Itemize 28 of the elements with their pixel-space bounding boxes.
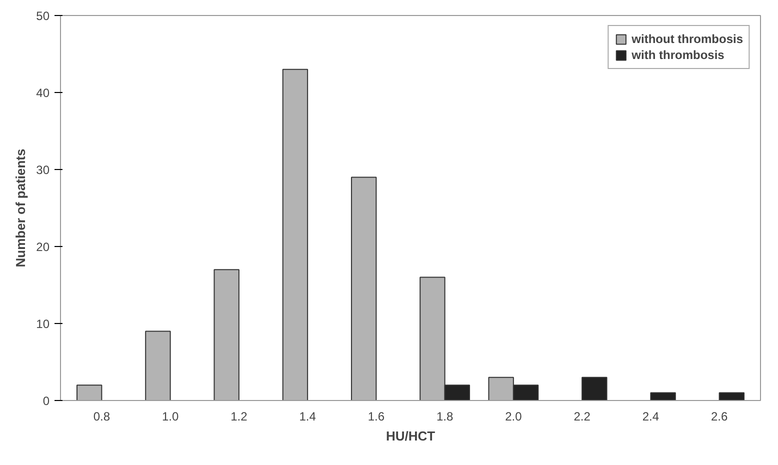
- bar: [76, 384, 102, 400]
- y-axis-title: Number of patients: [13, 148, 28, 268]
- y-tick-label: 10: [36, 317, 50, 331]
- x-tick-label: 1.2: [230, 410, 248, 424]
- bar: [582, 376, 608, 400]
- bar: [350, 176, 377, 400]
- x-tick-label: 1.4: [299, 410, 316, 424]
- y-tick-label: 20: [36, 240, 50, 254]
- legend-label: with thrombosis: [632, 48, 724, 62]
- x-tick-label: 0.8: [93, 410, 110, 424]
- y-tick-label: 0: [42, 394, 50, 408]
- bar: [282, 68, 308, 400]
- bar: [718, 392, 745, 400]
- x-tick-label: 1.8: [436, 410, 454, 424]
- x-tick-label: 2.2: [574, 410, 591, 424]
- bar: [145, 330, 171, 400]
- x-tick-label: 2.6: [710, 410, 728, 424]
- x-tick-label: 2.4: [642, 410, 660, 424]
- y-tick-label: 50: [36, 9, 50, 23]
- y-tick-label: 40: [36, 86, 50, 100]
- y-tick-label: 30: [36, 163, 50, 177]
- legend-label: without thrombosis: [632, 32, 743, 46]
- x-tick-label: 1.0: [162, 410, 179, 424]
- x-tick-label: 1.6: [368, 410, 385, 424]
- x-axis-title: HU/HCT: [386, 428, 436, 444]
- x-tick-label: 2.0: [505, 410, 522, 424]
- bar: [650, 392, 676, 400]
- bar: [214, 269, 240, 400]
